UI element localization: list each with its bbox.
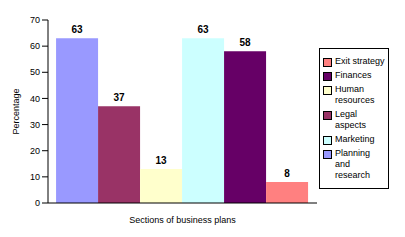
svg-text:50: 50 (30, 67, 40, 77)
svg-text:60: 60 (30, 41, 40, 51)
html-text:Finances: Finances (335, 70, 372, 80)
svg-text:63: 63 (72, 24, 84, 35)
svg-text:Percentage: Percentage (11, 88, 21, 134)
svg-text:10: 10 (30, 172, 40, 182)
svg-text:13: 13 (156, 155, 168, 166)
svg-text:37: 37 (114, 92, 126, 103)
svg-text:58: 58 (240, 37, 252, 48)
svg-text:63: 63 (198, 24, 210, 35)
svg-text:70: 70 (30, 15, 40, 25)
html-text:Human resources: Human resources (335, 84, 375, 105)
svg-text:0: 0 (35, 198, 40, 208)
html-text:Legal aspects: Legal aspects (335, 109, 366, 130)
svg-text:30: 30 (30, 120, 40, 130)
html-text:Planning and research: Planning and research (335, 148, 370, 180)
html-text:Marketing: Marketing (335, 134, 375, 144)
html-text:Exit strategy: Exit strategy (335, 56, 385, 66)
svg-text:8: 8 (284, 168, 290, 179)
svg-text:40: 40 (30, 94, 40, 104)
svg-text:Sections of business plans: Sections of business plans (129, 215, 236, 225)
svg-text:20: 20 (30, 146, 40, 156)
